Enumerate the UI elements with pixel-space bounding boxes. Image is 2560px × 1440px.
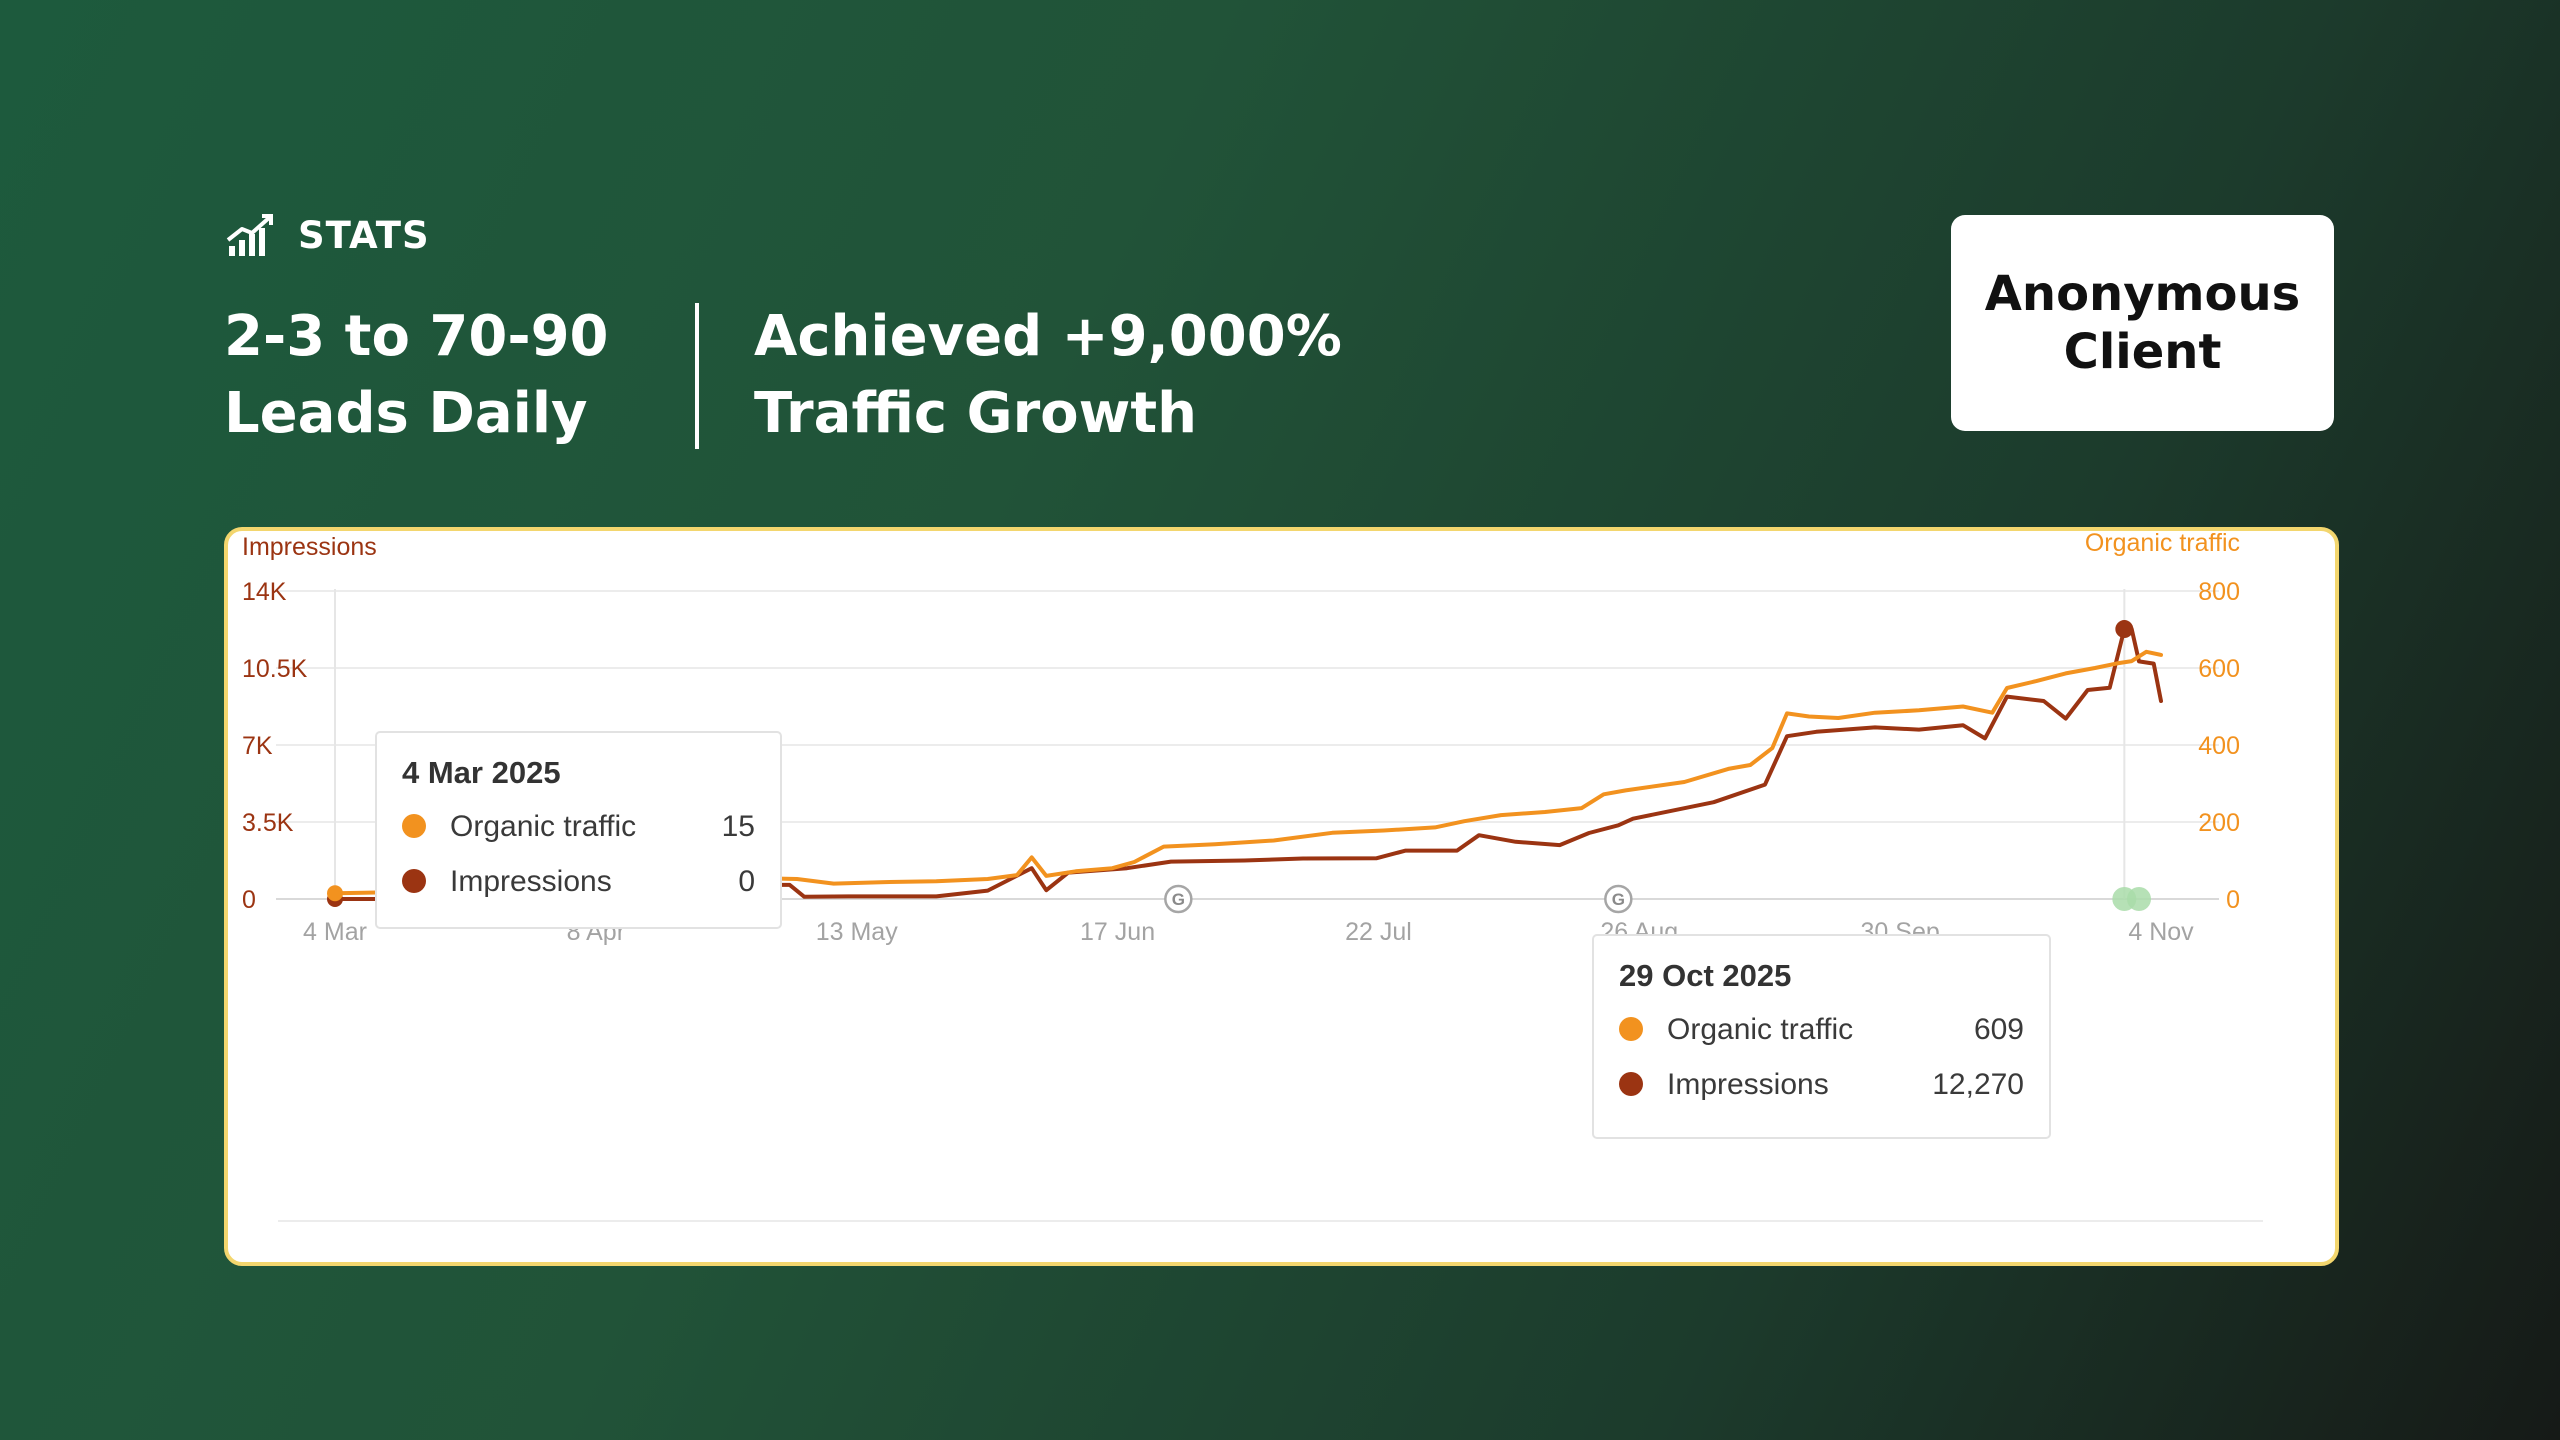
traffic-headline: Achieved +9,000% Traffic Growth [754, 298, 1342, 452]
x-tick-label: 13 May [816, 918, 898, 946]
tooltip-box [375, 731, 782, 929]
right-tick-label: 800 [2198, 578, 2240, 606]
google-g-icon-ring [1164, 884, 1193, 914]
right-tick-label: 200 [2198, 809, 2240, 837]
left-axis-title: Impressions [242, 533, 377, 561]
impressions-highlight-point [2115, 620, 2134, 639]
left-tick-label: 14K [242, 578, 287, 606]
right-axis-title: Organic traffic [2085, 531, 2240, 557]
tooltip-box [1592, 934, 2051, 1139]
x-tick-label: 17 Jun [1080, 918, 1155, 946]
organic-traffic-legend-dot [402, 814, 426, 838]
tooltip-row-value: 12,270 [1932, 1068, 2024, 1101]
chart-tooltip: 29 Oct 2025 Organic traffic 609 Impressions… [1592, 934, 2051, 1139]
client-name-line2: Client [2063, 324, 2222, 380]
impressions-legend-dot [1619, 1072, 1643, 1096]
tooltip-row-value: 609 [1974, 1013, 2024, 1046]
google-g-icon-ring [1604, 884, 1633, 914]
growth-bar-chart-icon [226, 214, 273, 256]
client-card: Anonymous Client [1951, 215, 2334, 431]
left-tick-label: 3.5K [242, 809, 294, 837]
headline-divider [695, 303, 699, 449]
left-tick-label: 7K [242, 732, 273, 760]
google-g-icon: G [1164, 884, 1193, 914]
client-name-line1: Anonymous [1984, 266, 2301, 322]
stats-section-label: STATS [226, 212, 430, 258]
google-g-icon-letter: G [1172, 890, 1185, 909]
tooltip-row-value: 15 [722, 810, 755, 843]
tooltip-date: 29 Oct 2025 [1619, 958, 1791, 993]
section-label-text: STATS [298, 213, 430, 257]
traffic-headline-line2: Traffic Growth [754, 381, 1198, 446]
leads-headline-line1: 2-3 to 70-90 [224, 304, 609, 369]
google-g-icon-letter: G [1612, 890, 1625, 909]
right-tick-label: 600 [2198, 655, 2240, 683]
tooltip-row-value: 0 [738, 865, 755, 898]
annotation-marker [2127, 887, 2151, 911]
chart-tooltip: 4 Mar 2025 Organic traffic 15 Impressions 0 [375, 731, 782, 929]
traffic-headline-line1: Achieved +9,000% [754, 304, 1342, 369]
leads-headline: 2-3 to 70-90 Leads Daily [224, 298, 609, 452]
organic-traffic-legend-dot [1619, 1017, 1643, 1041]
chart-tooltips: 4 Mar 2025 Organic traffic 15 Impressions 0 2… [375, 731, 2051, 1139]
organic-traffic-start-point [327, 885, 343, 902]
tooltip-row-label: Organic traffic [450, 810, 636, 843]
traffic-chart: Impressions Organic traffic 0 3.5K 7K 10.5K 14… [242, 531, 2263, 1222]
left-tick-label: 0 [242, 886, 256, 914]
impressions-legend-dot [402, 869, 426, 893]
traffic-chart-card: Impressions Organic traffic 0 3.5K 7K 10.5K 14… [224, 527, 2339, 1266]
x-tick-label: 4 Nov [2128, 918, 2194, 946]
x-tick-label: 22 Jul [1345, 918, 1412, 946]
tooltip-row-label: Impressions [450, 865, 612, 898]
right-tick-label: 0 [2226, 886, 2240, 914]
leads-headline-line2: Leads Daily [224, 381, 588, 446]
x-tick-label: 4 Mar [303, 918, 367, 946]
google-g-icon: G [1604, 884, 1633, 914]
tooltip-row-label: Organic traffic [1667, 1013, 1853, 1046]
tooltip-date: 4 Mar 2025 [402, 755, 561, 790]
left-tick-label: 10.5K [242, 655, 308, 683]
tooltip-row-label: Impressions [1667, 1068, 1829, 1101]
right-tick-label: 400 [2198, 732, 2240, 760]
